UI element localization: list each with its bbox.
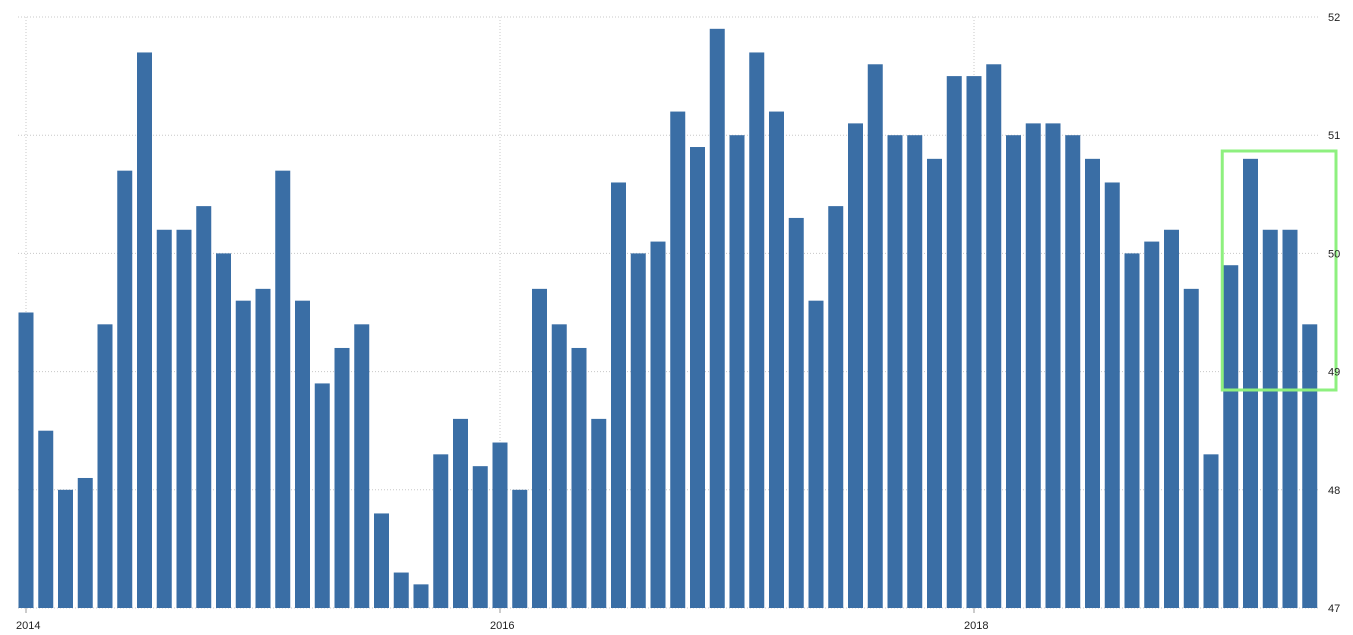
bar [492,442,508,608]
bar [38,430,54,608]
bar [749,52,765,608]
bar [117,170,133,608]
bar [690,147,705,608]
bar [1085,158,1100,608]
bar [413,584,429,608]
bar [1104,182,1120,609]
y-tick-label: 49 [1328,367,1340,379]
bar [275,170,291,608]
bar [1262,229,1278,608]
bar [848,123,863,608]
bar [354,324,370,608]
bar [512,489,528,608]
bar [650,241,666,608]
x-tick-label: 2018 [964,620,988,632]
bar [887,135,903,608]
bar [966,76,982,609]
bar [1203,454,1219,608]
y-tick-label: 47 [1328,603,1340,615]
bar [295,300,310,608]
bar [630,253,646,608]
bar [255,288,271,608]
bar [77,477,93,608]
x-tick-label: 2014 [16,620,40,632]
bar [670,111,686,608]
bar [1282,229,1298,608]
y-tick-label: 50 [1328,248,1340,260]
bar [532,288,547,608]
bar [472,466,488,608]
highlight-box [1220,149,1338,392]
y-tick-label: 52 [1328,12,1340,24]
bar [946,76,962,609]
bar [1045,123,1061,608]
bar [1124,253,1140,608]
bar [393,572,409,608]
bar [196,206,212,608]
bar [1025,123,1041,608]
bar [1144,241,1160,608]
bar [176,229,192,608]
bar [867,64,883,608]
bar [927,158,942,608]
bar [788,217,804,608]
bar [571,347,587,608]
bar [314,383,330,608]
bar [1183,288,1199,608]
bar [611,182,626,609]
bar [986,64,1002,608]
bar [433,454,449,608]
bar [551,324,567,608]
bar [137,52,152,608]
bar [156,229,172,608]
bar [334,347,350,608]
y-axis-ticks: 47 48 49 50 51 52 [1328,12,1340,615]
bar [1164,229,1179,608]
bar [729,135,745,608]
bar [18,312,34,608]
bar-series [18,28,1318,609]
bar [1223,265,1239,608]
bar [1065,135,1081,608]
bar [828,206,844,608]
bar [1006,135,1021,608]
bar [216,253,231,608]
x-tick-label: 2016 [490,620,514,632]
highlight-box-layer [1220,149,1338,392]
bar [374,513,389,608]
bar [1302,324,1318,608]
bar [97,324,113,608]
bar [808,300,824,608]
bar [58,489,73,608]
bar [235,300,251,608]
bar [1243,158,1258,608]
bar [453,418,468,608]
bar [769,111,784,608]
x-axis-ticks: 2014 2016 2018 [16,608,988,632]
bar [591,418,607,608]
y-tick-label: 51 [1328,130,1340,142]
y-tick-label: 48 [1328,485,1340,497]
bar [907,135,923,608]
bar [709,28,725,608]
